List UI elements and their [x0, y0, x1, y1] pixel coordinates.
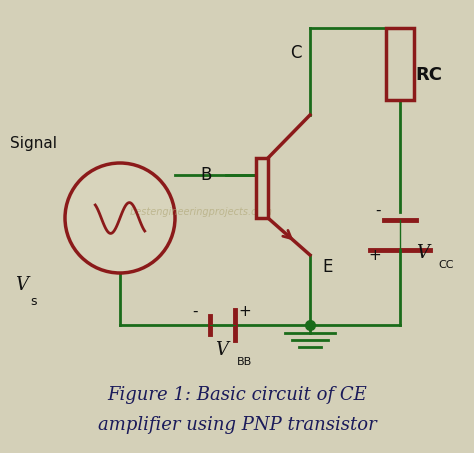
Text: amplifier using PNP transistor: amplifier using PNP transistor — [98, 416, 376, 434]
Text: B: B — [200, 166, 211, 184]
Text: +: + — [238, 304, 251, 319]
Text: Signal: Signal — [10, 136, 57, 151]
Bar — [256, 158, 268, 218]
Text: CC: CC — [438, 260, 454, 270]
Text: RC: RC — [415, 66, 442, 84]
Text: bestengineeringprojects.com: bestengineeringprojects.com — [130, 207, 273, 217]
Text: V: V — [416, 244, 429, 262]
Text: -: - — [375, 203, 381, 218]
Text: -: - — [192, 304, 198, 319]
Text: E: E — [322, 258, 332, 276]
Text: BB: BB — [237, 357, 252, 367]
Circle shape — [65, 163, 175, 273]
Text: s: s — [30, 295, 36, 308]
Text: V: V — [15, 276, 28, 294]
Bar — [386, 28, 414, 100]
Text: C: C — [290, 44, 301, 62]
Text: +: + — [368, 248, 381, 263]
Text: V: V — [215, 341, 228, 359]
Text: Figure 1: Basic circuit of CE: Figure 1: Basic circuit of CE — [107, 386, 367, 404]
